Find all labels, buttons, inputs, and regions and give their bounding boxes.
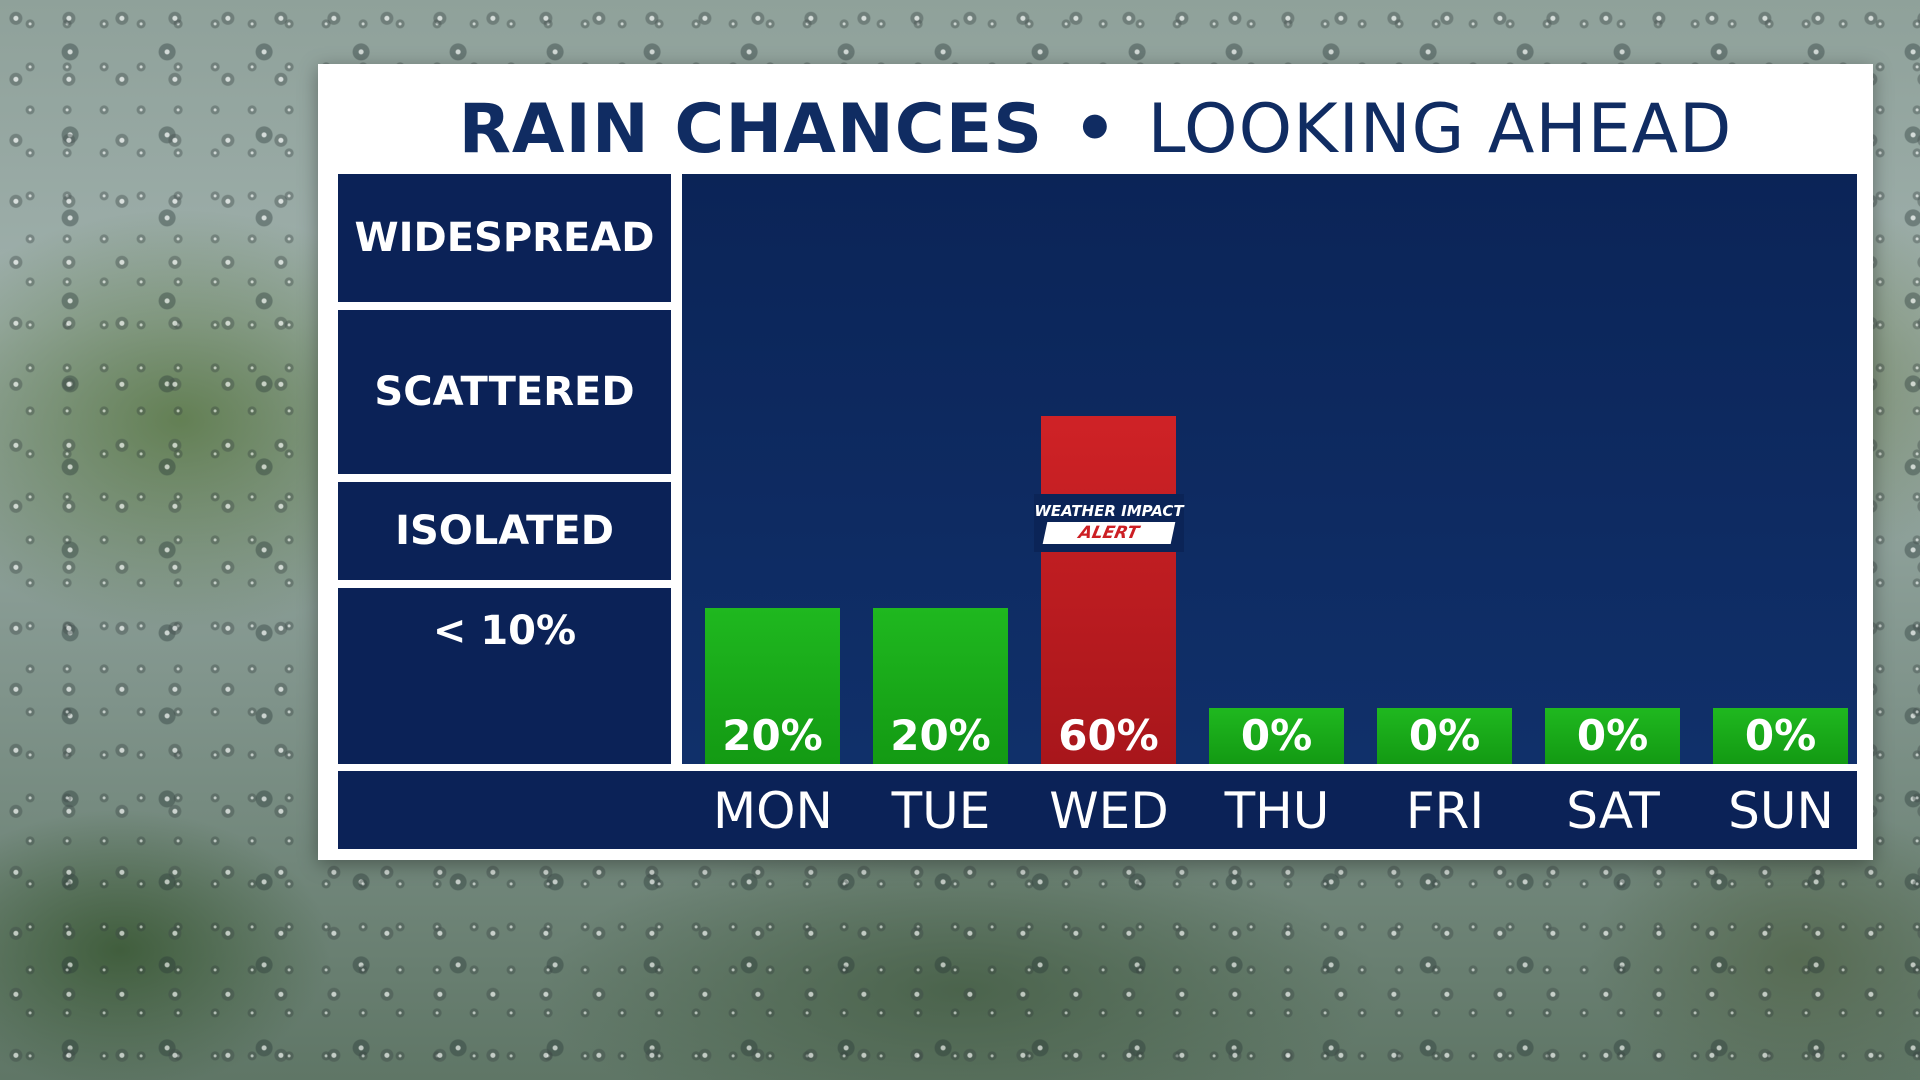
- chart-plot-area: 20% 20% 60% 0% 0% 0% 0% WEATHER IMPACT ALERT: [682, 174, 1857, 764]
- bar-value-label-wed: 60%: [1058, 711, 1159, 760]
- bar-sat: 0%: [1545, 708, 1680, 764]
- day-label-tue: TUE: [891, 782, 991, 840]
- bar-value-label-fri: 0%: [1408, 711, 1481, 760]
- y-label-scattered: SCATTERED: [338, 310, 671, 474]
- title-separator: •: [1073, 90, 1118, 169]
- title-subtitle: LOOKING AHEAD: [1147, 90, 1733, 169]
- day-label-thu: THU: [1224, 782, 1330, 840]
- bar-value-label-tue: 20%: [890, 711, 991, 760]
- bar-wed: 60%: [1041, 416, 1176, 764]
- weather-impact-alert-badge: WEATHER IMPACT ALERT: [1034, 494, 1184, 552]
- day-label-sun: SUN: [1728, 782, 1834, 840]
- rain-chances-panel: RAIN CHANCES • LOOKING AHEAD WIDESPREAD SC…: [318, 64, 1873, 860]
- bar-tue: 20%: [873, 608, 1008, 764]
- y-label-widespread: WIDESPREAD: [338, 174, 671, 302]
- day-label-fri: FRI: [1405, 782, 1485, 840]
- page-title: RAIN CHANCES • LOOKING AHEAD: [318, 90, 1873, 169]
- bar-value-label-sat: 0%: [1576, 711, 1649, 760]
- y-category-labels: WIDESPREAD SCATTERED ISOLATED < 10%: [338, 174, 671, 764]
- x-axis-day-labels: MON TUE WED THU FRI SAT SUN: [338, 771, 1857, 849]
- y-label-under-10: < 10%: [338, 588, 671, 764]
- bar-fri: 0%: [1377, 708, 1512, 764]
- bar-value-label-mon: 20%: [722, 711, 823, 760]
- title-main: RAIN CHANCES: [458, 90, 1044, 169]
- y-label-under-10-text: < 10%: [432, 608, 577, 654]
- bar-value-label-sun: 0%: [1744, 711, 1817, 760]
- day-label-mon: MON: [713, 782, 833, 840]
- day-label-sat: SAT: [1566, 782, 1660, 840]
- alert-badge-line-1: WEATHER IMPACT: [1034, 502, 1184, 520]
- alert-badge-line-2: ALERT: [1042, 522, 1176, 544]
- bar-thu: 0%: [1209, 708, 1344, 764]
- bar-value-label-thu: 0%: [1240, 711, 1313, 760]
- bar-sun: 0%: [1713, 708, 1848, 764]
- y-label-isolated: ISOLATED: [338, 482, 671, 580]
- bar-mon: 20%: [705, 608, 840, 764]
- day-label-wed: WED: [1049, 782, 1169, 840]
